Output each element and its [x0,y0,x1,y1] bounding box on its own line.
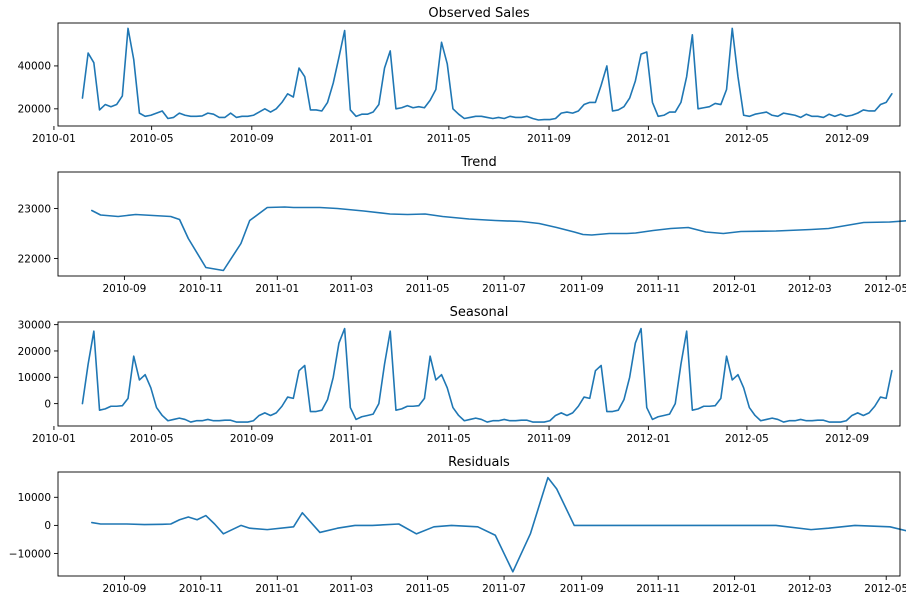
trend-title: Trend [460,155,497,170]
residuals-panel: Residuals 2010-09 2010-11 2011-01 2011-03 201… [9,455,906,595]
trend-x-tick-label: 2011-09 [560,283,604,295]
residuals-x-tick-label: 2011-09 [560,583,604,595]
trend-x-tick-label: 2010-11 [179,283,223,295]
residuals-x-tick-label: 2012-01 [713,583,757,595]
trend-x-tick-label: 2011-03 [329,283,373,295]
seasonal-axes-frame [57,321,901,427]
seasonal-series-line [81,327,893,423]
seasonal-x-tick-label: 2011-09 [527,433,571,445]
trend-x-tick-label: 2011-07 [482,283,526,295]
residuals-x-tick-label: 2010-11 [179,583,223,595]
seasonal-x-tick-label: 2012-09 [825,433,869,445]
trend-x-tick-label: 2010-09 [102,283,146,295]
seasonal-x-tick-label: 2010-05 [130,433,174,445]
seasonal-y-tick-label: 10000 [18,372,51,384]
residuals-x-tick-label: 2011-03 [329,583,373,595]
residuals-y-tick-label: 0 [44,520,51,532]
observed-x-tick-label: 2012-05 [725,133,769,145]
observed-x-tick-label: 2011-01 [329,133,373,145]
residuals-series-line [91,476,906,573]
observed-series-line [81,27,893,121]
observed-x-tick-label: 2010-09 [230,133,274,145]
observed-x-tick-label: 2011-05 [427,133,471,145]
residuals-axes-frame [57,471,901,577]
residuals-y-tick-label: 10000 [18,492,51,504]
seasonal-y-tick-label: 0 [44,398,51,410]
residuals-x-tick-label: 2010-09 [102,583,146,595]
residuals-x-tick-label: 2011-05 [406,583,450,595]
observed-x-tick-label: 2010-05 [130,133,174,145]
seasonal-y-tick-label: 20000 [18,346,51,358]
residuals-x-tick-label: 2011-11 [636,583,680,595]
observed-x-tick-label: 2011-09 [527,133,571,145]
residuals-x-tick-label: 2012-05 [864,583,906,595]
residuals-x-tick-label: 2011-01 [255,583,299,595]
trend-y-tick-label: 22000 [18,253,51,265]
trend-y-tick-label: 23000 [18,203,51,215]
residuals-x-tick-label: 2012-03 [788,583,832,595]
observed-axes-frame [57,22,901,127]
residuals-y-tick-label: −10000 [9,548,51,560]
observed-panel: Observed Sales 2010-01 2010-05 2010-09 2011-… [18,6,901,145]
residuals-x-tick-label: 2011-07 [482,583,526,595]
trend-x-tick-label: 2012-01 [713,283,757,295]
trend-series-line [91,206,906,272]
observed-title: Observed Sales [428,6,530,21]
seasonal-title: Seasonal [450,305,509,320]
trend-x-tick-label: 2012-03 [788,283,832,295]
trend-x-tick-label: 2011-01 [255,283,299,295]
seasonal-y-tick-label: 30000 [18,319,51,331]
seasonal-x-tick-label: 2012-01 [626,433,670,445]
seasonal-x-tick-label: 2012-05 [725,433,769,445]
observed-y-tick-label: 40000 [18,61,51,73]
trend-x-tick-label: 2012-05 [864,283,906,295]
seasonal-x-tick-label: 2010-09 [230,433,274,445]
trend-panel: Trend 2010-09 2010-11 2011-01 2011-03 2011-05… [18,155,906,295]
seasonal-panel: Seasonal 2010-01 2010-05 2010-09 2011-01 2011… [18,305,901,445]
trend-axes-frame [57,171,901,277]
trend-x-tick-label: 2011-11 [636,283,680,295]
observed-x-tick-label: 2012-09 [825,133,869,145]
observed-x-tick-label: 2012-01 [626,133,670,145]
seasonal-x-tick-label: 2011-05 [427,433,471,445]
observed-x-tick-label: 2010-01 [32,133,76,145]
seasonal-x-tick-label: 2010-01 [32,433,76,445]
seasonal-x-tick-label: 2011-01 [329,433,373,445]
residuals-title: Residuals [448,455,510,470]
observed-y-tick-label: 20000 [18,104,51,116]
trend-x-tick-label: 2011-05 [406,283,450,295]
